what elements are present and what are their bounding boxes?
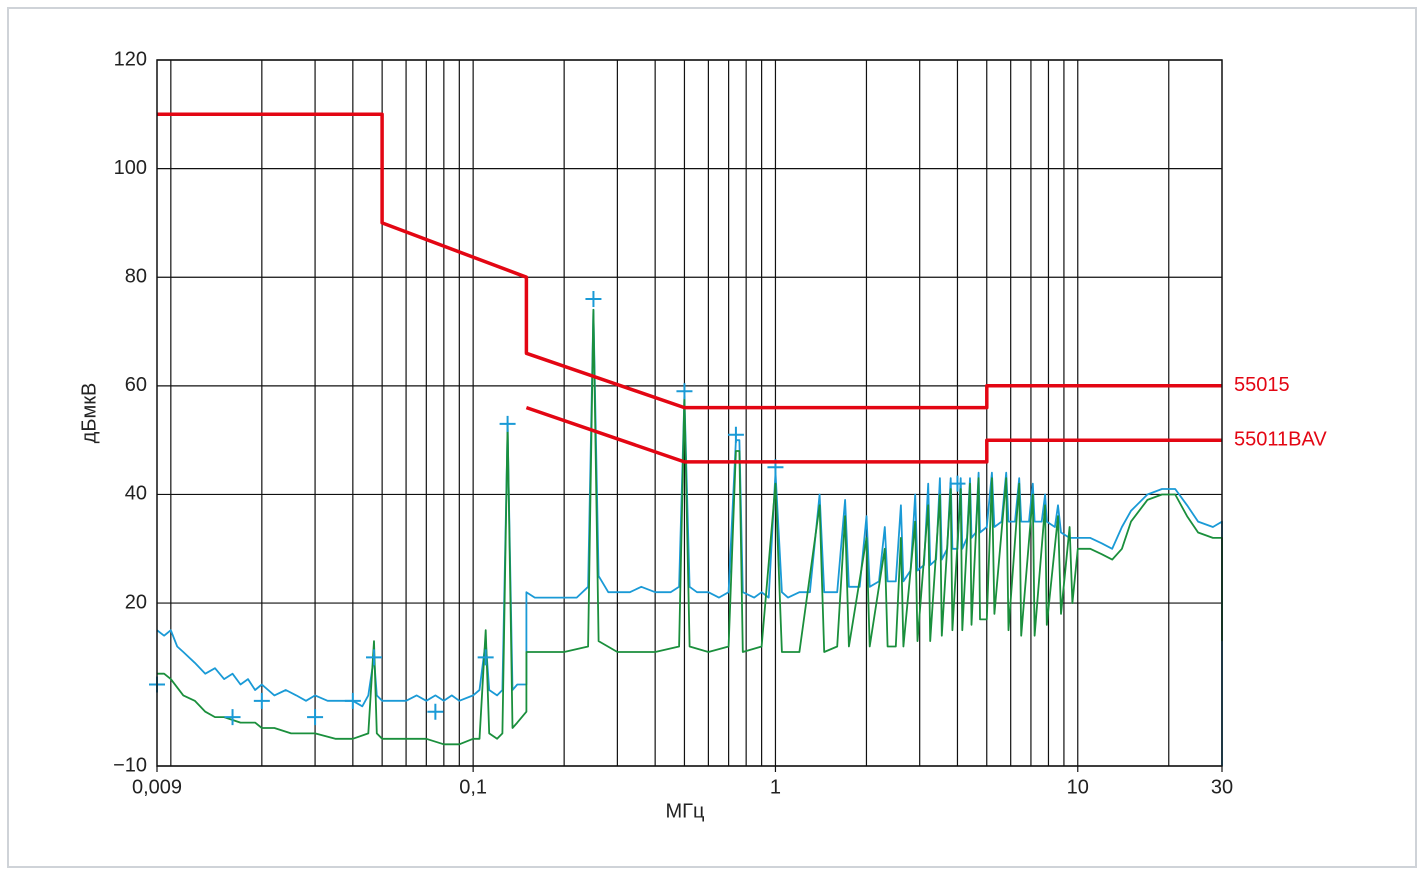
marker xyxy=(224,709,241,726)
marker xyxy=(585,290,602,307)
series-label: 55011BAV xyxy=(1234,428,1327,450)
frame xyxy=(7,7,1417,868)
x-axis-label: МГц xyxy=(666,800,705,822)
trace xyxy=(157,308,1223,746)
y-tick-label: 120 xyxy=(114,48,147,70)
y-tick-label: −10 xyxy=(113,754,147,776)
series-label: 55015 xyxy=(1234,374,1290,396)
y-tick-label: 80 xyxy=(125,266,147,288)
limit-line xyxy=(525,405,1222,464)
marker xyxy=(344,692,361,709)
marker xyxy=(307,709,324,726)
y-tick-label: 20 xyxy=(125,591,147,613)
x-tick-label: 10 xyxy=(1067,776,1089,798)
marker xyxy=(253,692,270,709)
y-tick-label: 60 xyxy=(125,374,147,396)
marker xyxy=(499,415,516,432)
y-tick-label: 100 xyxy=(114,157,147,179)
x-tick-label: 0,009 xyxy=(132,776,182,798)
marker xyxy=(427,703,444,720)
x-tick-label: 1 xyxy=(770,776,781,798)
y-axis-label: дБмкВ xyxy=(78,383,100,444)
marker xyxy=(949,475,966,492)
marker xyxy=(366,649,383,666)
limit-line xyxy=(157,112,1222,410)
x-tick-label: 30 xyxy=(1211,776,1233,798)
marker xyxy=(477,649,494,666)
marker xyxy=(727,426,744,443)
plot-border xyxy=(156,59,1223,767)
x-tick-label: 0,1 xyxy=(459,776,487,798)
y-tick-label: 40 xyxy=(125,483,147,505)
marker xyxy=(676,383,693,400)
